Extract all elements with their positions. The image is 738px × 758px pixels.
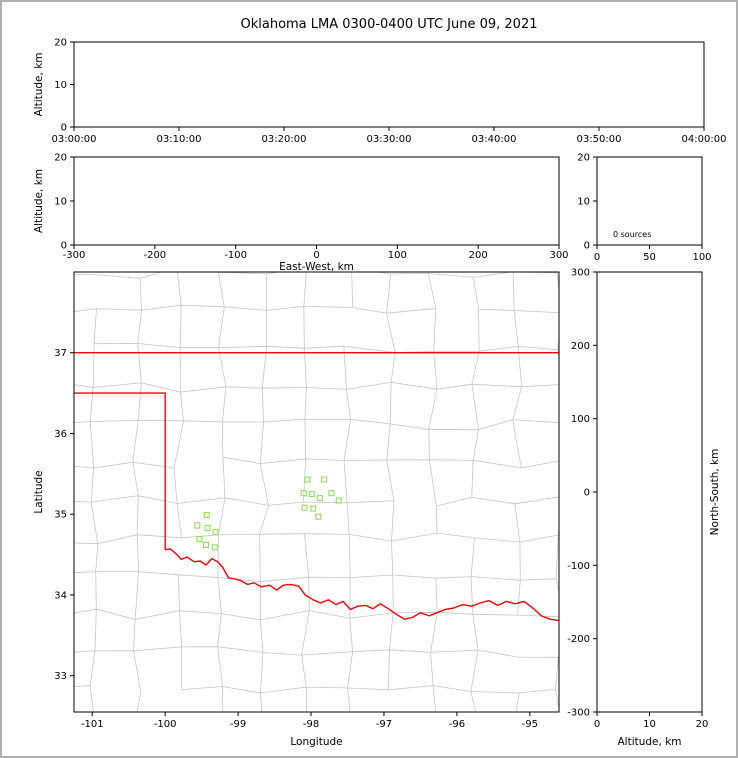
station-marker <box>301 504 308 511</box>
x-axis-label: Longitude <box>290 736 342 748</box>
station-marker <box>212 528 219 536</box>
y-tick-label: 10 <box>577 197 590 208</box>
y-axis-label: Altitude, km <box>33 52 45 116</box>
state-border <box>74 352 559 622</box>
y-tick-label: 36 <box>54 429 67 440</box>
plot-layers: 03:00:00 03:10:00 03:20:00 03:30:00 03:40:00… <box>33 38 726 749</box>
panel-eastwest_altitude: -300 -200 -100 0 100 200 300 0 10 20 East-West, km… <box>33 153 569 274</box>
y-tick-label: 20 <box>54 38 67 49</box>
x-tick-label: 03:20:00 <box>262 134 307 145</box>
x-tick-label: 0 <box>594 719 600 730</box>
station-marker <box>315 513 322 520</box>
station-marker <box>196 536 203 543</box>
panel-time_altitude: 03:00:00 03:10:00 03:20:00 03:30:00 03:40:00… <box>33 38 726 146</box>
y-tick-label: 0 <box>584 241 590 252</box>
station-marker <box>202 541 210 548</box>
x-tick-label: -96 <box>449 719 465 730</box>
annotation-sources: 0 sources <box>613 230 651 239</box>
y-tick-label: 0 <box>584 488 590 499</box>
y-tick-label: 200 <box>571 341 590 352</box>
x-tick-label: 03:50:00 <box>577 134 622 145</box>
county-boundaries <box>74 272 559 712</box>
x-tick-label: 03:40:00 <box>472 134 517 145</box>
x-tick-label: 200 <box>469 250 488 261</box>
axes-frame <box>73 41 705 128</box>
axes-frame <box>73 156 560 246</box>
x-tick-label: -95 <box>522 719 538 730</box>
y-tick-label: -100 <box>567 561 590 572</box>
panel-plan_view_map: -101 -100 -99 -98 -97 -96 -95 33 34 35 36 37 Longitu… <box>33 271 560 748</box>
x-tick-label: 20 <box>696 719 709 730</box>
y-tick-label: 35 <box>54 510 67 521</box>
x-tick-label: -98 <box>303 719 319 730</box>
x-tick-label: 300 <box>549 250 568 261</box>
y-axis-label: Latitude <box>33 470 45 513</box>
station-marker <box>204 524 211 531</box>
panel-altitude_northsouth: 0 10 20 -300 -200 -100 0 100 200 300 Altitude, km N… <box>567 268 721 749</box>
y-tick-label: 20 <box>54 153 67 164</box>
station-marker <box>328 490 335 497</box>
y-axis-label-right: North-South, km <box>709 449 721 536</box>
y-tick-label: 10 <box>54 197 67 208</box>
x-tick-label: 100 <box>692 252 711 263</box>
station-marker <box>203 511 210 519</box>
y-tick-label: 100 <box>571 414 590 425</box>
x-tick-label: -100 <box>224 250 247 261</box>
x-tick-label: 03:00:00 <box>52 134 97 145</box>
station-marker <box>300 490 307 497</box>
x-tick-label: 04:00:00 <box>682 134 727 145</box>
y-tick-label: 20 <box>577 153 590 164</box>
y-tick-label: 10 <box>54 80 67 91</box>
x-axis-label: Altitude, km <box>617 736 681 748</box>
x-tick-label: -200 <box>143 250 166 261</box>
station-marker <box>335 497 342 504</box>
station-markers <box>194 476 342 551</box>
station-marker <box>308 490 315 498</box>
y-tick-label: 33 <box>54 671 67 682</box>
x-tick-label: 0 <box>594 252 600 263</box>
y-tick-label: 0 <box>61 241 67 252</box>
axes-frame <box>596 271 703 713</box>
y-tick-label: 37 <box>54 348 67 359</box>
x-tick-label: 0 <box>313 250 319 261</box>
y-axis-label: Altitude, km <box>33 169 45 233</box>
station-marker <box>321 476 328 483</box>
x-tick-label: -100 <box>154 719 177 730</box>
x-tick-label: 50 <box>643 252 656 263</box>
x-tick-label: 03:30:00 <box>367 134 412 145</box>
x-tick-label: 100 <box>388 250 407 261</box>
x-axis-label: East-West, km <box>279 261 354 273</box>
station-marker <box>194 522 201 529</box>
x-tick-label: 03:10:00 <box>157 134 202 145</box>
x-tick-label: 10 <box>643 719 656 730</box>
station-marker <box>304 476 311 483</box>
panel-altitude_histogram: 0 50 100 0 10 20 0 sources <box>577 153 711 264</box>
map-content <box>74 272 559 712</box>
figure-title: Oklahoma LMA 0300-0400 UTC June 09, 2021 <box>240 17 537 32</box>
y-tick-label: 34 <box>54 590 67 601</box>
x-tick-label: -97 <box>376 719 392 730</box>
y-tick-label: 0 <box>61 123 67 134</box>
x-tick-label: -300 <box>63 250 86 261</box>
station-marker <box>316 495 323 502</box>
station-marker <box>211 544 218 551</box>
y-tick-label: 300 <box>571 268 590 279</box>
x-tick-label: -99 <box>230 719 246 730</box>
y-tick-label: -300 <box>567 708 590 719</box>
y-tick-label: -200 <box>567 634 590 645</box>
axes-frame <box>73 271 560 713</box>
x-tick-label: -101 <box>81 719 104 730</box>
station-marker <box>310 505 317 512</box>
